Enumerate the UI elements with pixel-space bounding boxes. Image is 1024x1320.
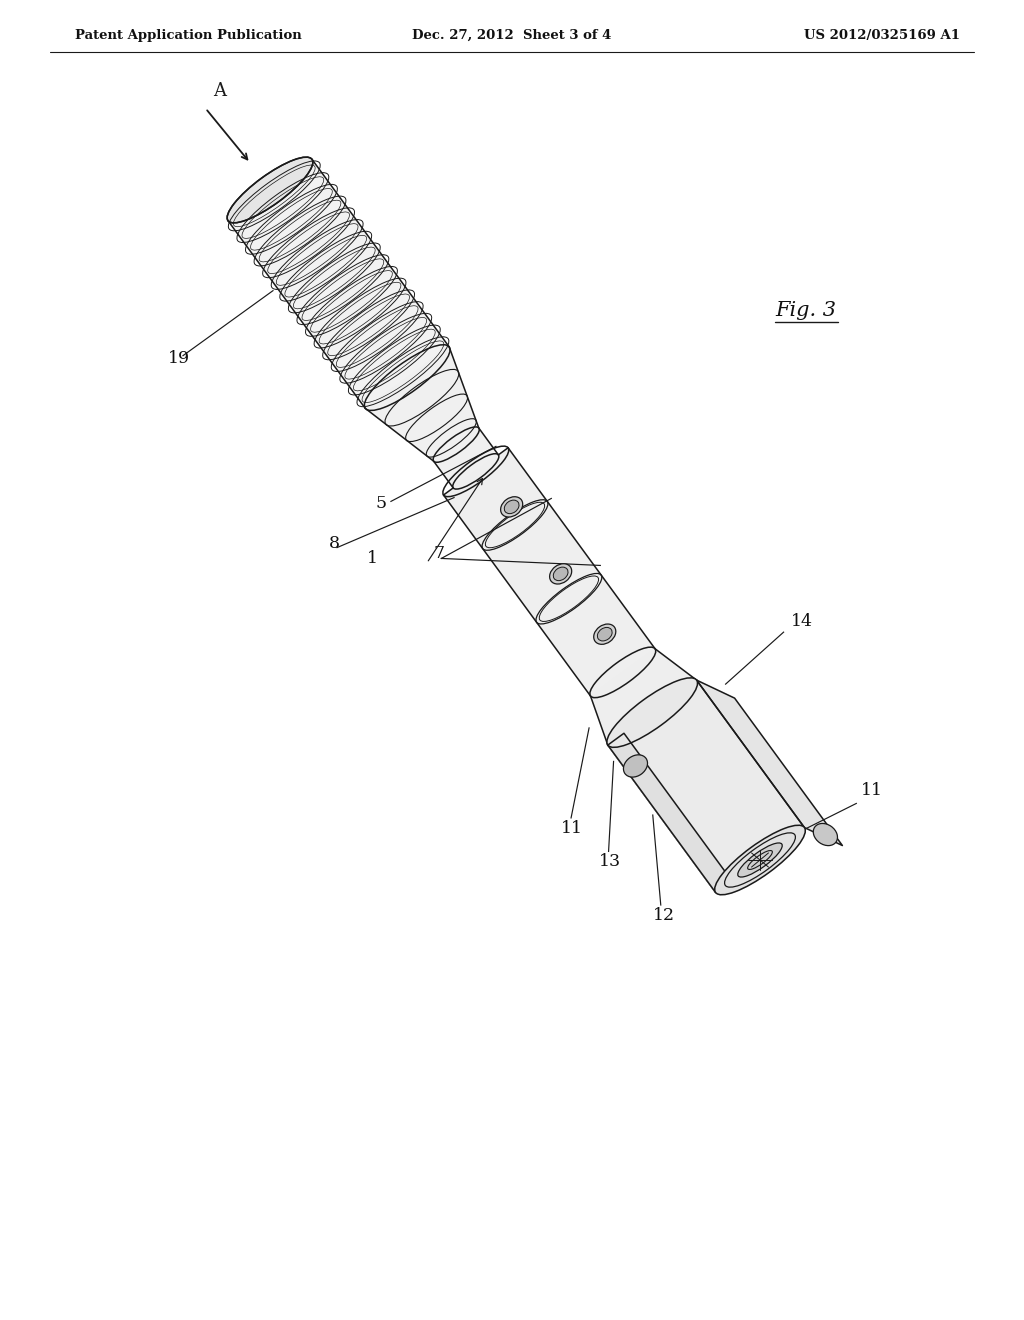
Text: Fig. 3: Fig. 3 [775,301,836,319]
Polygon shape [366,347,479,461]
Ellipse shape [594,624,615,644]
Text: A: A [213,82,226,100]
Ellipse shape [553,568,568,581]
Text: 5: 5 [376,495,387,512]
Text: 13: 13 [599,854,621,870]
Text: 14: 14 [791,612,813,630]
Text: 12: 12 [652,907,675,924]
Polygon shape [715,825,805,895]
Polygon shape [696,680,843,846]
Text: 19: 19 [168,350,190,367]
Polygon shape [608,680,805,892]
Ellipse shape [624,755,647,777]
Ellipse shape [597,627,612,642]
Ellipse shape [550,564,571,583]
Polygon shape [591,649,696,744]
Ellipse shape [227,157,313,223]
Text: US 2012/0325169 A1: US 2012/0325169 A1 [804,29,961,41]
Text: 8: 8 [329,535,340,552]
Polygon shape [608,734,732,892]
Ellipse shape [737,843,782,876]
Text: 1: 1 [367,550,378,568]
Polygon shape [433,428,499,488]
Text: Dec. 27, 2012  Sheet 3 of 4: Dec. 27, 2012 Sheet 3 of 4 [413,29,611,41]
Ellipse shape [501,496,522,517]
Ellipse shape [715,825,805,895]
Ellipse shape [607,678,697,747]
Polygon shape [228,160,450,408]
Text: 11: 11 [861,783,884,800]
Ellipse shape [504,500,519,513]
Polygon shape [227,157,313,223]
Text: Patent Application Publication: Patent Application Publication [75,29,302,41]
Polygon shape [607,678,697,747]
Text: 7: 7 [433,545,444,562]
Ellipse shape [813,824,838,846]
Text: 11: 11 [561,820,583,837]
Polygon shape [443,447,655,696]
